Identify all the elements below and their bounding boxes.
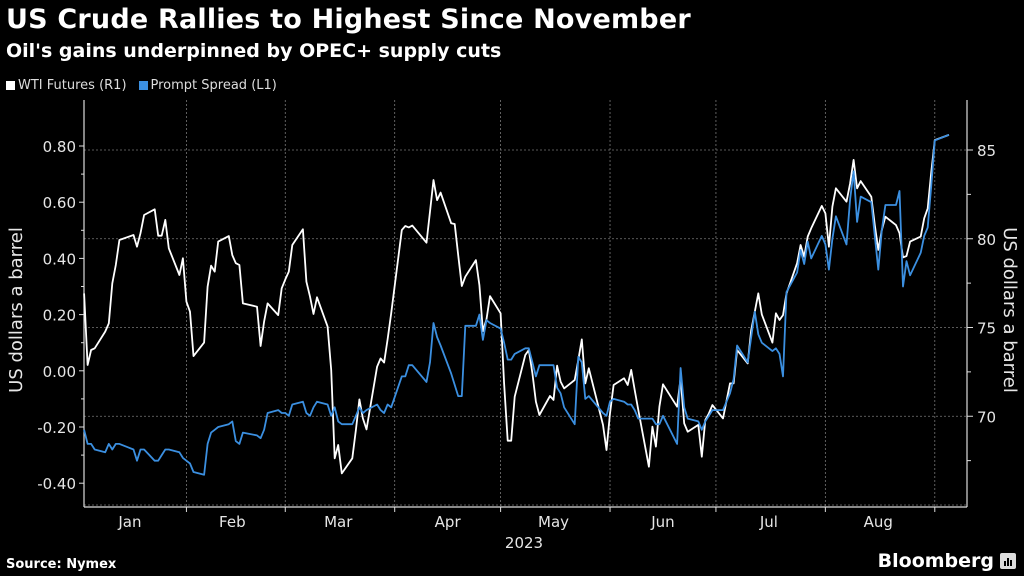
- x-axis-tick-label: Jul: [759, 513, 778, 531]
- legend: WTI Futures (R1) Prompt Spread (L1): [6, 78, 277, 93]
- left-axis-tick-label: 0.40: [43, 250, 76, 268]
- x-axis-tick-label: Mar: [324, 513, 353, 531]
- legend-item-wti: WTI Futures (R1): [6, 78, 127, 93]
- legend-label-wti: WTI Futures (R1): [18, 78, 127, 93]
- right-axis-tick-label: 70: [977, 408, 996, 426]
- left-axis-tick-label: 0.80: [43, 138, 76, 156]
- left-axis-tick-label: -0.40: [37, 475, 76, 493]
- bloomberg-chart-icon: [1000, 553, 1016, 569]
- left-axis-title: US dollars a barrel: [6, 227, 27, 393]
- x-axis-tick-label: Jun: [650, 513, 674, 531]
- chart-title: US Crude Rallies to Highest Since Novemb…: [6, 4, 691, 35]
- right-axis-tick-label: 80: [977, 231, 996, 249]
- x-axis-tick-label: Jan: [117, 513, 141, 531]
- legend-item-spread: Prompt Spread (L1): [138, 78, 277, 93]
- right-axis-tick-label: 85: [977, 142, 996, 160]
- x-axis-tick-label: Feb: [219, 513, 246, 531]
- bloomberg-logo: Bloomberg: [878, 550, 1016, 572]
- x-axis-tick-label: Aug: [864, 513, 893, 531]
- x-axis-year-label: 2023: [505, 534, 543, 552]
- x-axis-tick-label: Apr: [435, 513, 462, 531]
- prompt-spread-line: [83, 133, 950, 476]
- left-axis-tick-label: 0.20: [43, 307, 76, 325]
- left-axis-tick-label: -0.20: [37, 419, 76, 437]
- source-note: Source: Nymex: [6, 557, 117, 572]
- legend-swatch-wti: [6, 81, 15, 90]
- left-axis-tick-label: 0.60: [43, 194, 76, 212]
- legend-label-spread: Prompt Spread (L1): [150, 78, 277, 93]
- legend-swatch-spread: [138, 81, 148, 90]
- left-axis-tick-label: 0.00: [43, 363, 76, 381]
- chart-subtitle: Oil's gains underpinned by OPEC+ supply …: [6, 40, 502, 62]
- bloomberg-logo-text: Bloomberg: [877, 550, 994, 572]
- right-axis-tick-label: 75: [977, 320, 996, 338]
- wti-futures-line: [83, 134, 950, 475]
- x-axis-tick-label: May: [538, 513, 569, 531]
- right-axis-title: US dollars a barrel: [999, 227, 1020, 393]
